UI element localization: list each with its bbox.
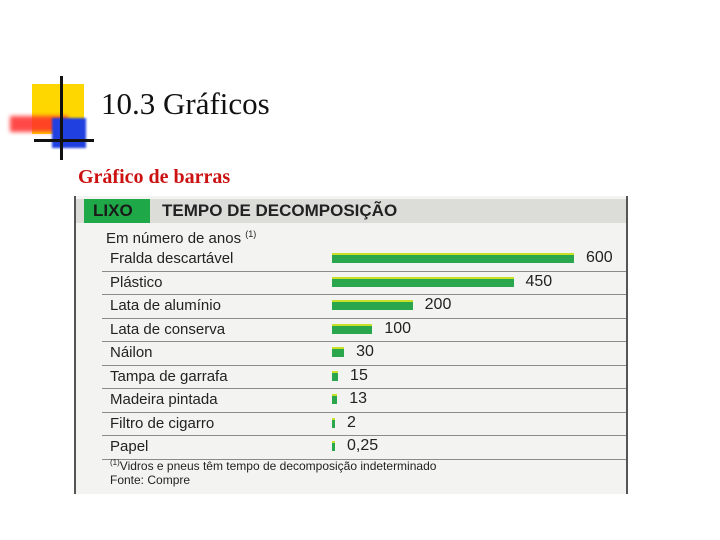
- chart-source: Fonte: Compre: [110, 473, 191, 487]
- chart-footnote: (1)Vidros e pneus têm tempo de decomposi…: [110, 458, 436, 473]
- bar: [332, 347, 345, 357]
- chart-units-marker: (1): [245, 229, 257, 239]
- chart-rows: Fralda descartável 600 Plástico 450 Lata de …: [102, 248, 626, 460]
- category-label: Tampa de garrafa: [110, 367, 228, 385]
- chart-units: Em número de anos (1): [106, 229, 256, 247]
- bar: [332, 276, 514, 287]
- slide-subtitle: Gráfico de barras: [78, 166, 231, 188]
- footnote-text: Vidros e pneus têm tempo de decomposição…: [119, 459, 437, 473]
- chart-row: Lata de conserva 100: [102, 319, 626, 342]
- chart-title: TEMPO DE DECOMPOSIÇÃO: [162, 201, 398, 220]
- category-label: Plástico: [110, 273, 163, 291]
- category-label: Filtro de cigarro: [110, 414, 215, 432]
- slide-title: 10.3 Gráficos: [101, 86, 270, 121]
- decorative-horizontal-line: [34, 139, 94, 142]
- bar: [332, 300, 413, 310]
- decorative-blue-square: [52, 118, 86, 148]
- value-label: 450: [525, 272, 553, 290]
- value-label: 600: [586, 249, 613, 266]
- category-label: Lata de alumínio: [110, 297, 221, 314]
- chart-tag: LIXO: [84, 199, 150, 223]
- chart-row: Plástico 450: [102, 272, 626, 295]
- category-label: Fralda descartável: [110, 250, 234, 267]
- category-label: Papel: [110, 438, 149, 455]
- bar: [332, 370, 339, 381]
- bar: [332, 323, 373, 334]
- value-label: 100: [384, 319, 412, 337]
- chart-header: LIXO TEMPO DE DECOMPOSIÇÃO: [76, 199, 626, 223]
- category-label: Madeira pintada: [110, 391, 218, 408]
- value-label: 0,25: [347, 437, 379, 454]
- bar: [332, 394, 338, 404]
- value-label: 2: [347, 413, 356, 431]
- category-label: Lata de conserva: [110, 320, 226, 338]
- value-label: 30: [356, 343, 374, 360]
- chart-row: Papel 0,25: [102, 436, 626, 460]
- value-label: 15: [350, 366, 368, 384]
- bar: [332, 441, 335, 451]
- chart-row: Náilon 30: [102, 342, 626, 366]
- chart-row: Madeira pintada 13: [102, 389, 626, 413]
- value-label: 200: [424, 296, 452, 313]
- bar: [332, 417, 335, 428]
- chart-tag-label: LIXO: [93, 201, 133, 220]
- chart-row: Filtro de cigarro 2: [102, 413, 626, 436]
- bar-chart: LIXO TEMPO DE DECOMPOSIÇÃO Em número de …: [74, 196, 628, 494]
- decorative-vertical-line: [60, 76, 63, 160]
- chart-row: Lata de alumínio 200: [102, 295, 626, 319]
- chart-units-label: Em número de anos: [106, 230, 242, 247]
- footnote-marker: (1): [110, 458, 120, 467]
- value-label: 13: [349, 390, 368, 407]
- category-label: Náilon: [110, 344, 153, 361]
- bar: [332, 253, 574, 263]
- chart-row: Tampa de garrafa 15: [102, 366, 626, 389]
- chart-row: Fralda descartável 600: [102, 248, 626, 272]
